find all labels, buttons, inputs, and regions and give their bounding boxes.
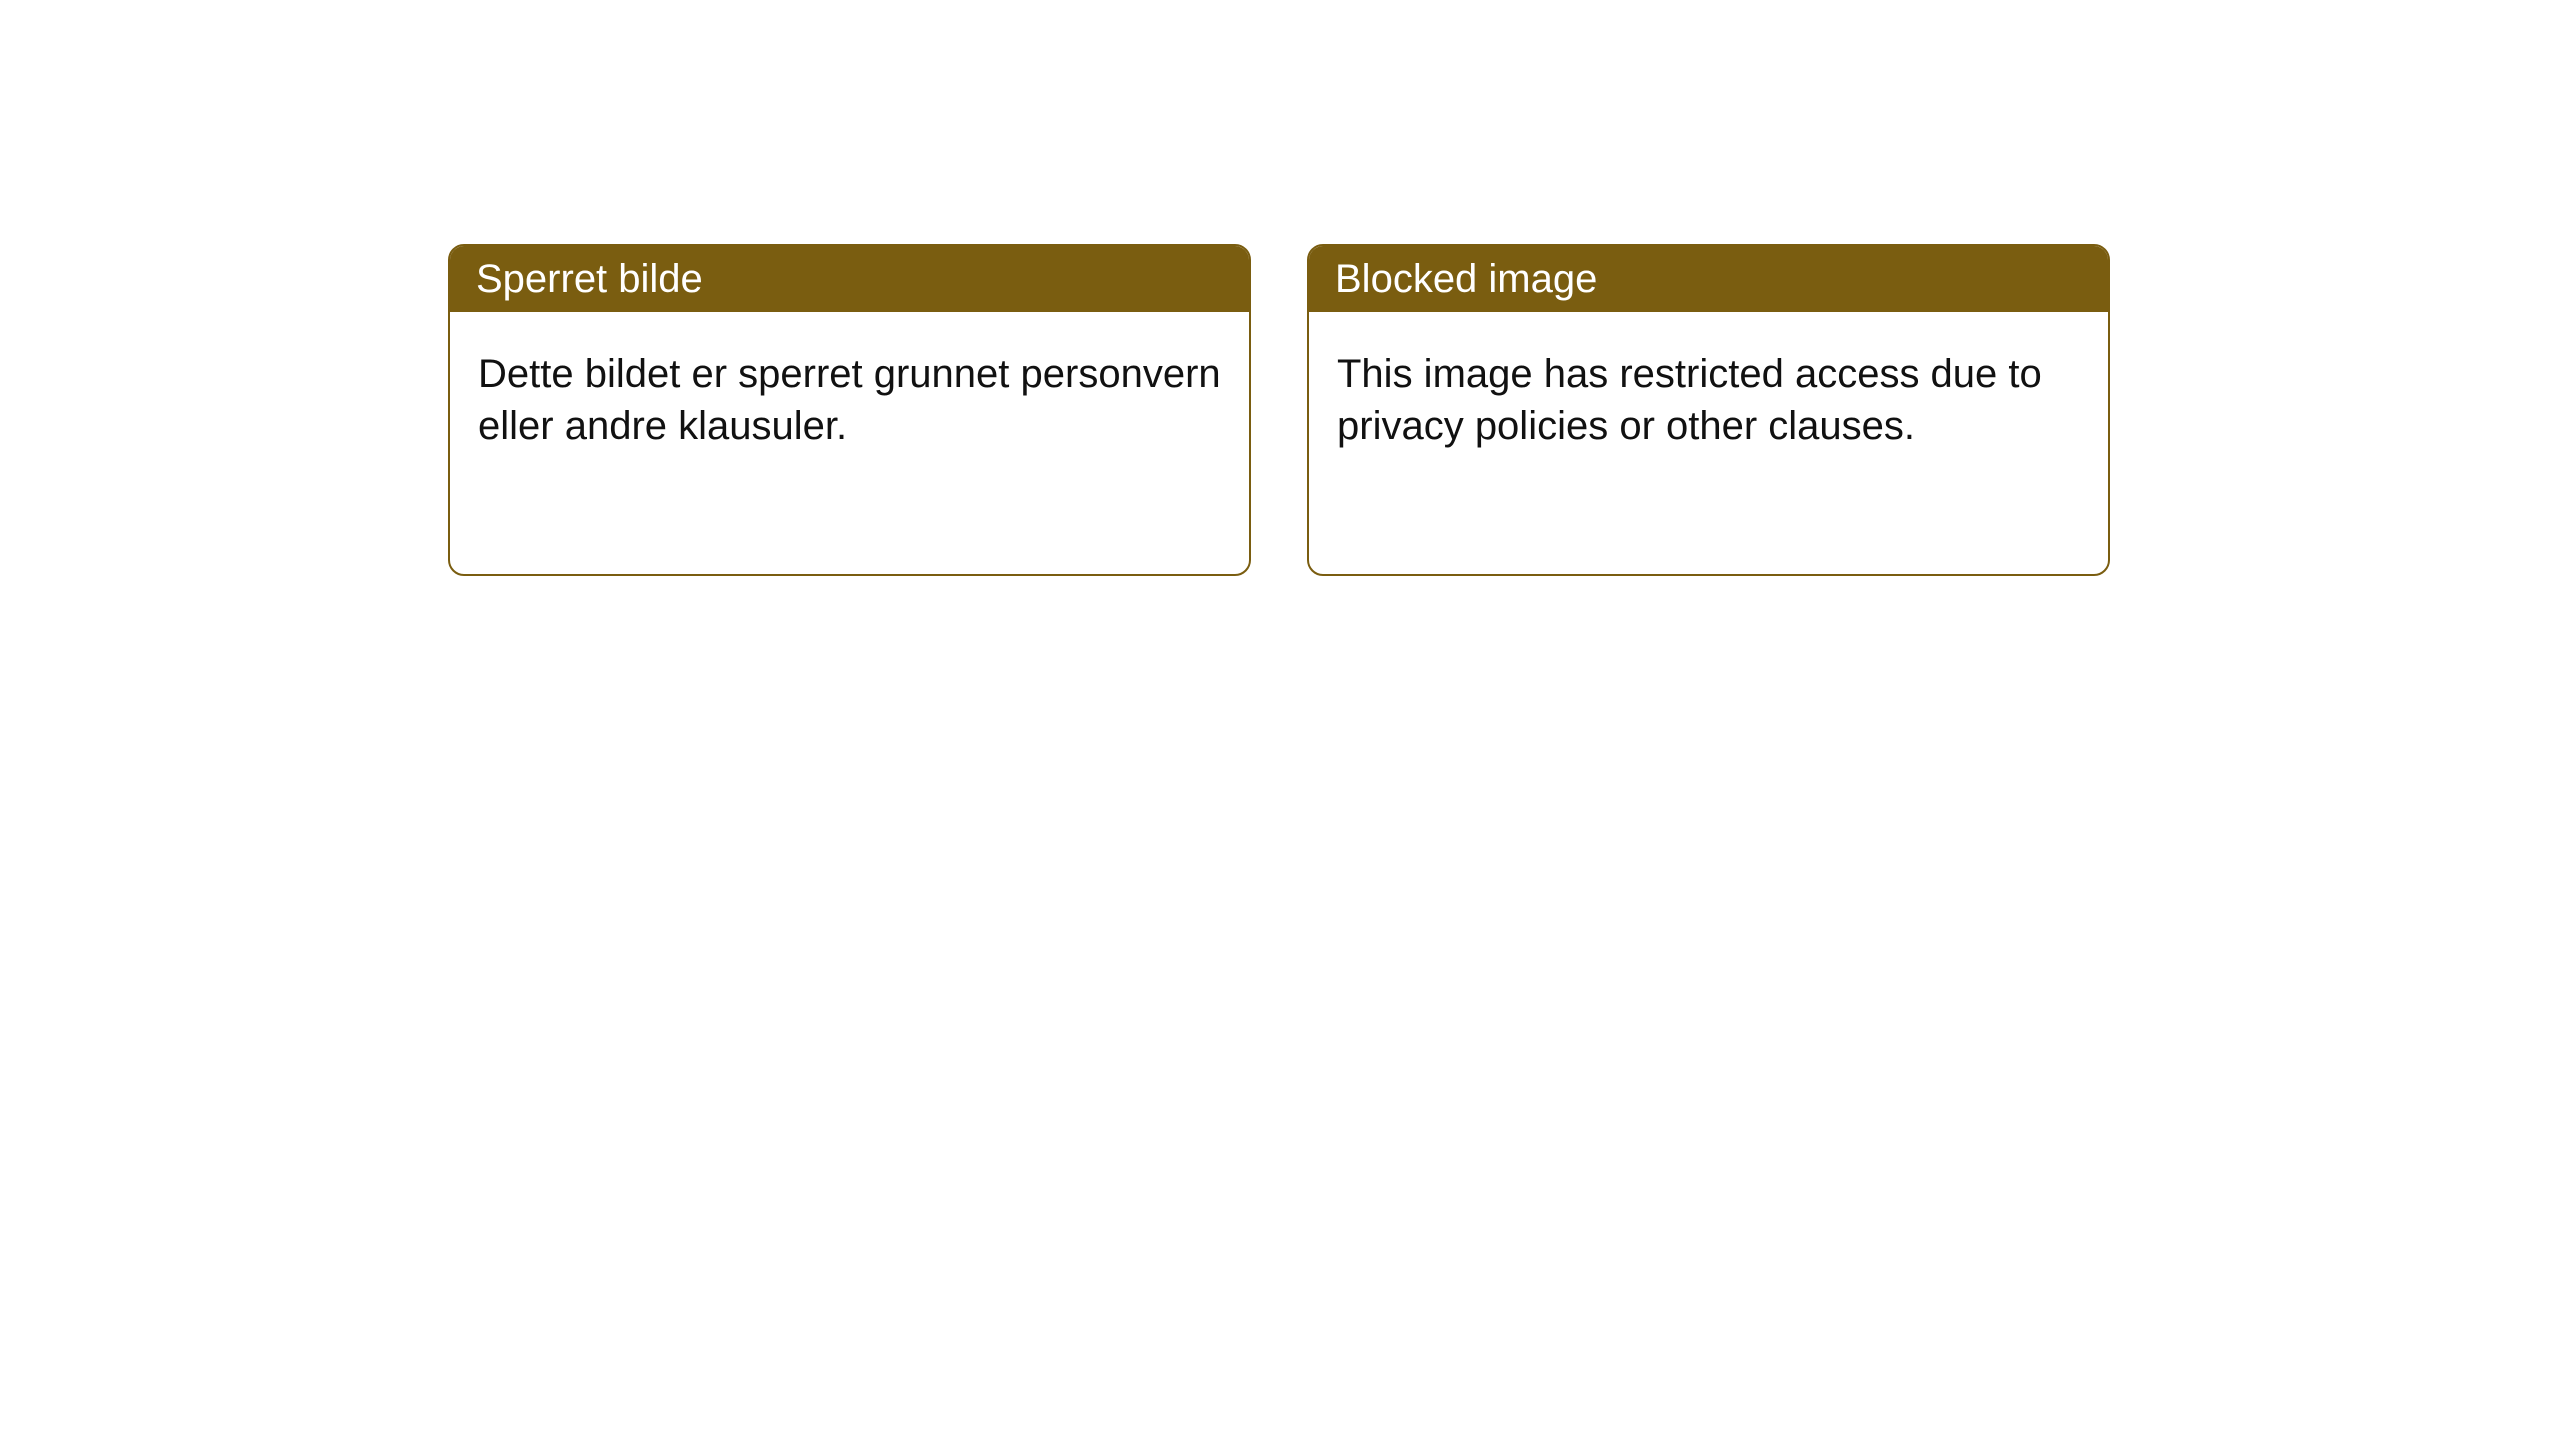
notice-header: Sperret bilde [450,246,1249,312]
notice-card-norwegian: Sperret bilde Dette bildet er sperret gr… [448,244,1251,576]
notice-body-text: Dette bildet er sperret grunnet personve… [478,352,1221,448]
notice-header: Blocked image [1309,246,2108,312]
notice-title: Blocked image [1335,257,1597,301]
notice-title: Sperret bilde [476,257,703,301]
notice-body: This image has restricted access due to … [1309,312,2108,480]
notice-container: Sperret bilde Dette bildet er sperret gr… [0,0,2560,576]
notice-body: Dette bildet er sperret grunnet personve… [450,312,1249,480]
notice-body-text: This image has restricted access due to … [1337,352,2042,448]
notice-card-english: Blocked image This image has restricted … [1307,244,2110,576]
